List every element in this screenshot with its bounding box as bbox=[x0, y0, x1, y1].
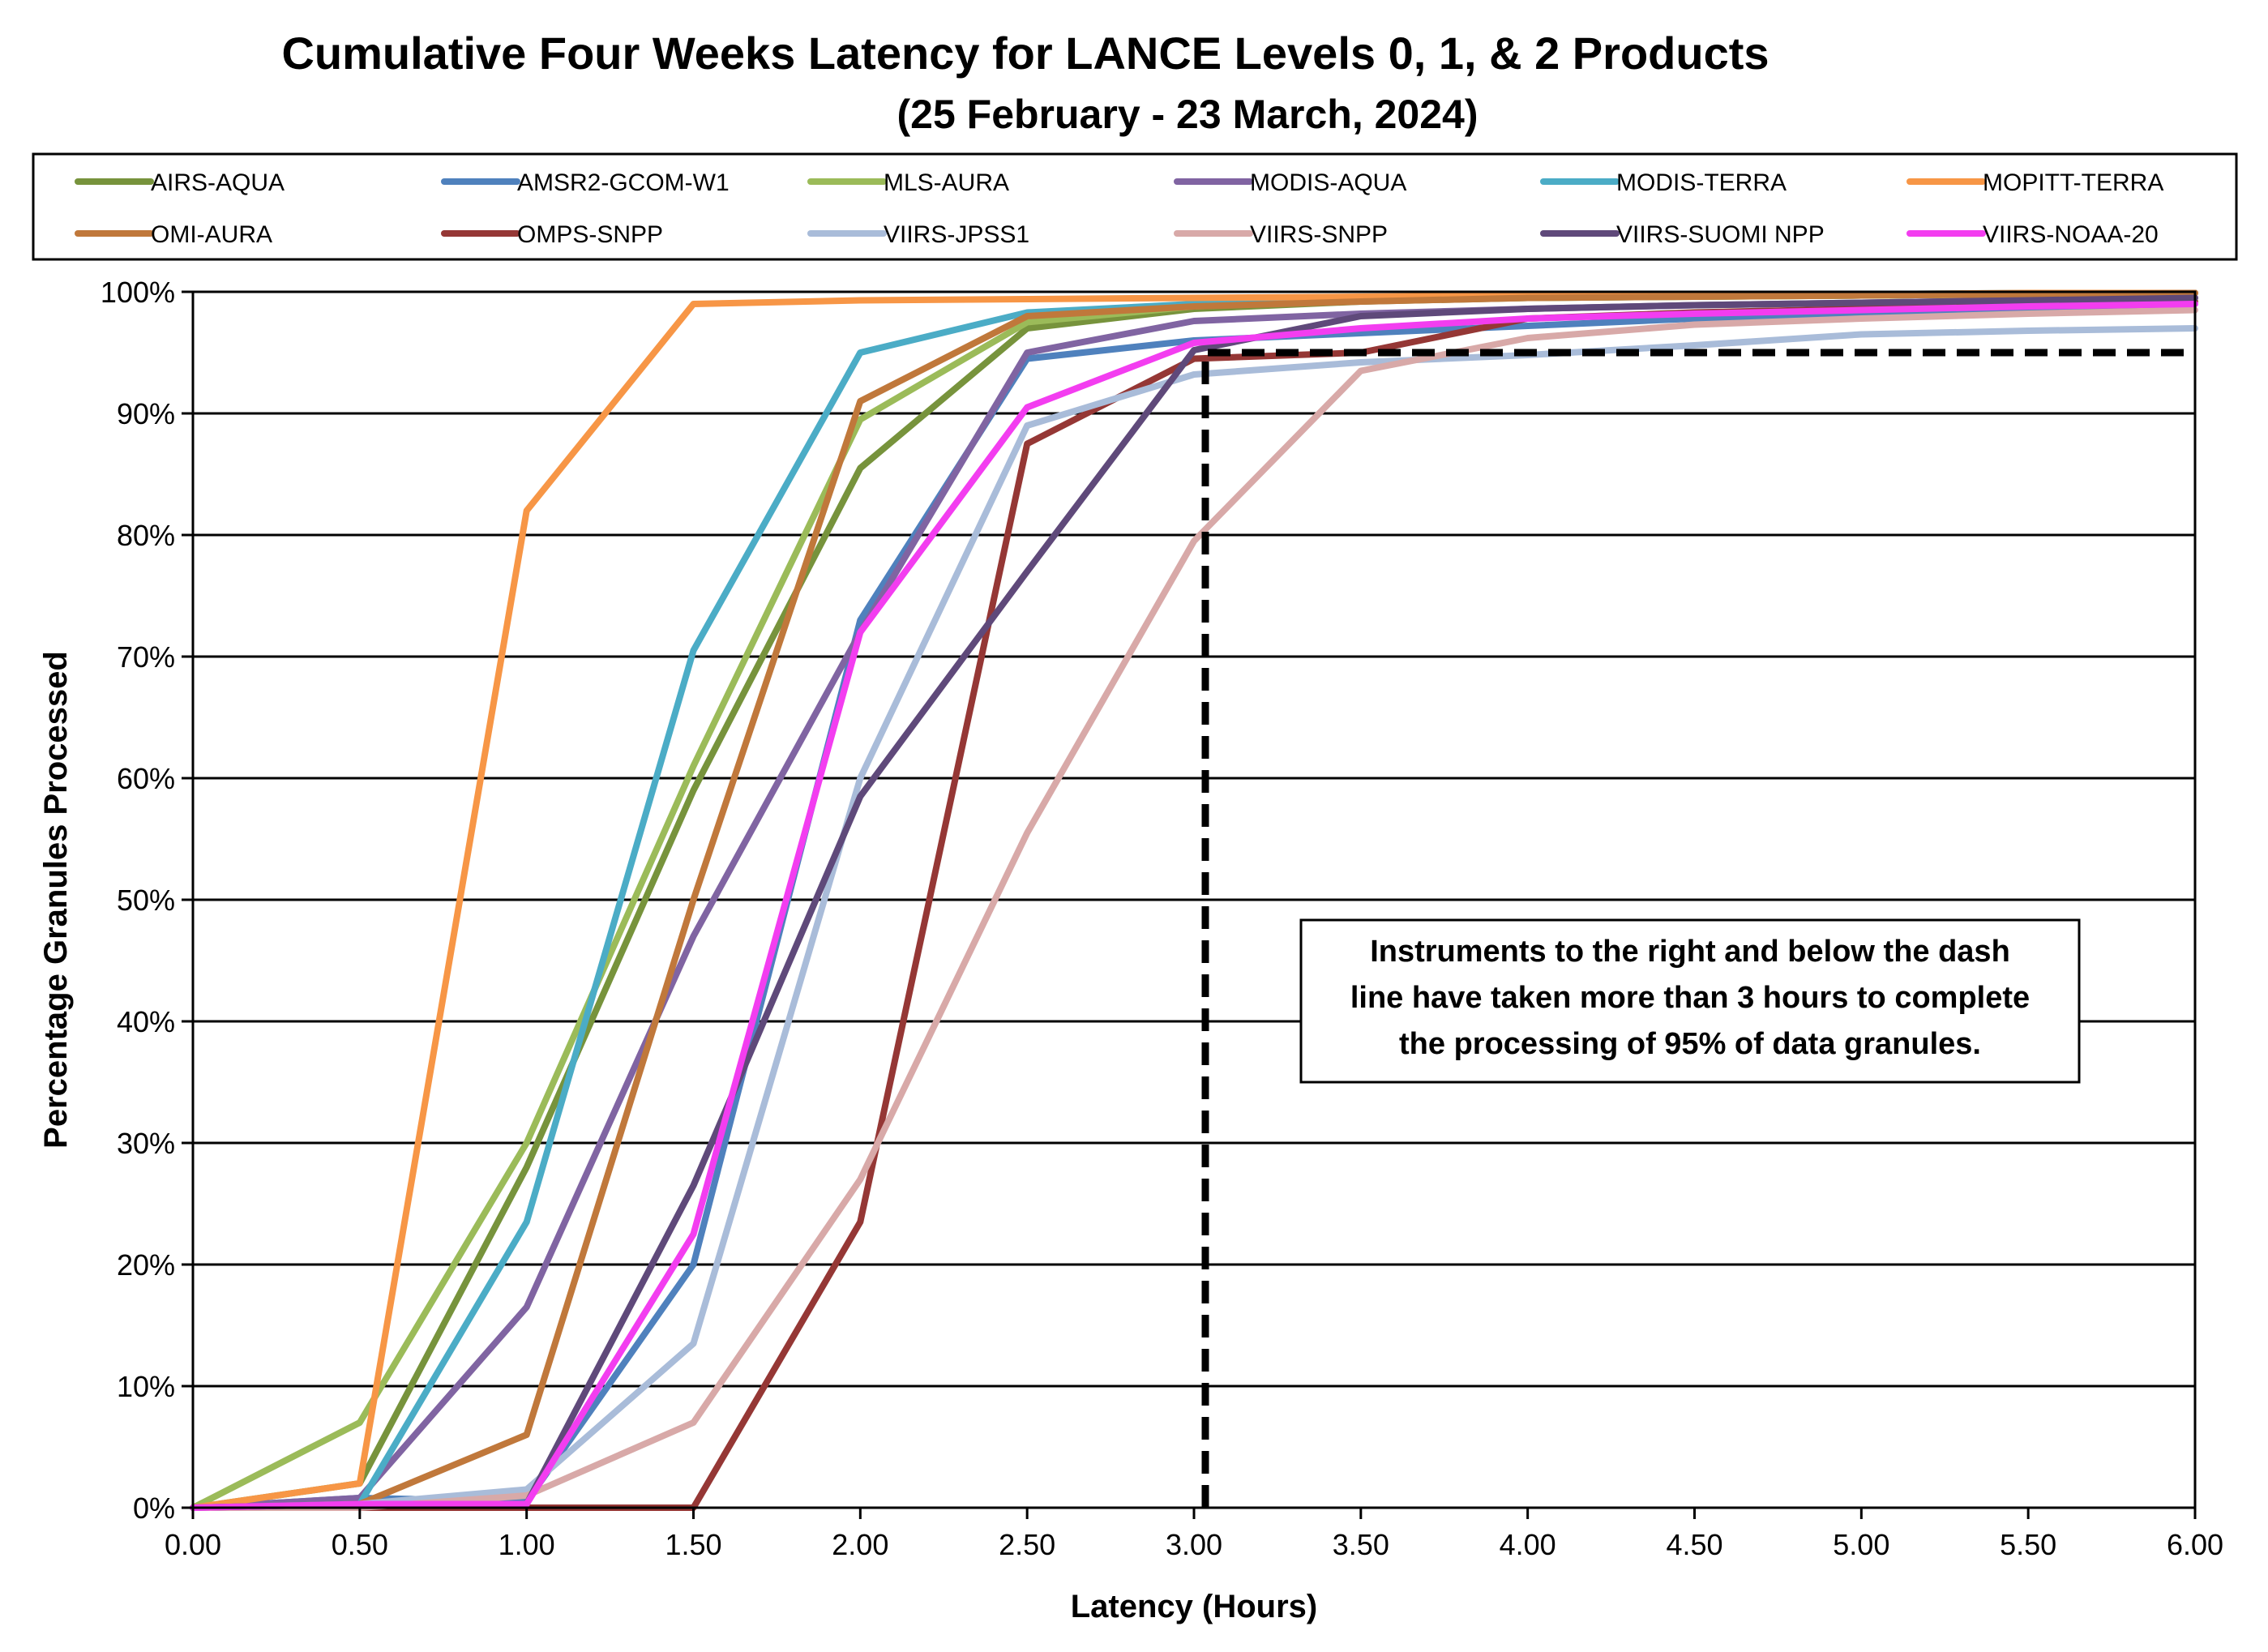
legend-label: VIIRS-SUOMI NPP bbox=[1616, 221, 1825, 248]
chart-subtitle: (25 February - 23 March, 2024) bbox=[897, 92, 1478, 137]
x-tick-label: 5.50 bbox=[2000, 1528, 2056, 1561]
y-tick-label: 10% bbox=[117, 1370, 175, 1403]
legend-label: MODIS-AQUA bbox=[1250, 169, 1406, 196]
legend-label: VIIRS-NOAA-20 bbox=[1983, 221, 2159, 248]
series-line-viirs-noaa-20 bbox=[190, 301, 2198, 1511]
legend-label: MLS-AURA bbox=[884, 169, 1009, 196]
y-tick-label: 50% bbox=[117, 884, 175, 917]
legend-label: OMPS-SNPP bbox=[517, 221, 663, 248]
series-line-omps-snpp bbox=[190, 298, 2198, 1511]
x-tick-label: 5.00 bbox=[1833, 1528, 1889, 1561]
x-tick-label: 6.00 bbox=[2167, 1528, 2223, 1561]
legend-label: VIIRS-SNPP bbox=[1250, 221, 1388, 248]
gridlines bbox=[193, 290, 2195, 1509]
legend-label: AMSR2-GCOM-W1 bbox=[517, 169, 730, 196]
legend-label: MODIS-TERRA bbox=[1616, 169, 1787, 196]
y-tick-label: 80% bbox=[117, 519, 175, 552]
series-line-viirs-snpp bbox=[190, 306, 2198, 1511]
x-tick-label: 0.50 bbox=[332, 1528, 388, 1561]
series-line-amsr2-gcom-w1 bbox=[190, 301, 2198, 1511]
x-tick-label: 3.00 bbox=[1166, 1528, 1222, 1561]
y-tick-label: 0% bbox=[133, 1492, 175, 1525]
x-axis-label: Latency (Hours) bbox=[1071, 1589, 1318, 1624]
x-tick-label: 0.00 bbox=[165, 1528, 221, 1561]
legend-label: MOPITT-TERRA bbox=[1983, 169, 2163, 196]
annotation-box: Instruments to the right and below the d… bbox=[1299, 918, 2081, 1084]
legend-frame bbox=[32, 152, 2238, 261]
series-line-viirs-jpss1 bbox=[190, 325, 2198, 1511]
legend-label: AIRS-AQUA bbox=[151, 169, 285, 196]
x-tick-label: 2.50 bbox=[999, 1528, 1055, 1561]
x-tick-label: 1.00 bbox=[499, 1528, 555, 1561]
y-axis-ticks: 0% 10% 20% 30% 40% 50% 60% 70% 80% 90% 100% bbox=[101, 276, 193, 1525]
legend: AIRS-AQUA AMSR2-GCOM-W1 MLS-AURA MODIS-AQUA… bbox=[32, 152, 2238, 261]
annotation-line-3: the processing of 95% of data granules. bbox=[1399, 1027, 1981, 1061]
legend-label: OMI-AURA bbox=[151, 221, 272, 248]
y-tick-label: 70% bbox=[117, 640, 175, 674]
x-tick-label: 4.00 bbox=[1500, 1528, 1556, 1561]
y-tick-label: 20% bbox=[117, 1248, 175, 1282]
series-line-modis-aqua bbox=[190, 294, 2198, 1511]
threshold-line bbox=[1201, 349, 2195, 1508]
y-axis-label: Percentage Granules Processed bbox=[38, 651, 74, 1149]
series-line-viirs-suomi-npp bbox=[190, 294, 2198, 1511]
legend-label: VIIRS-JPSS1 bbox=[884, 221, 1029, 248]
plot-area bbox=[190, 289, 2198, 1511]
y-tick-label: 60% bbox=[117, 762, 175, 795]
x-tick-label: 2.00 bbox=[832, 1528, 888, 1561]
threshold-dash-line bbox=[1201, 349, 2195, 1508]
series-line-omi-aura bbox=[190, 289, 2198, 1511]
x-tick-label: 1.50 bbox=[665, 1528, 721, 1561]
y-tick-label: 40% bbox=[117, 1005, 175, 1038]
x-tick-label: 4.50 bbox=[1666, 1528, 1722, 1561]
y-tick-label: 30% bbox=[117, 1127, 175, 1160]
annotation-line-2: line have taken more than 3 hours to com… bbox=[1350, 981, 2030, 1015]
annotation-frame bbox=[1299, 918, 2081, 1084]
chart-title: Cumulative Four Weeks Latency for LANCE … bbox=[281, 28, 1769, 79]
y-tick-label: 100% bbox=[101, 276, 175, 309]
x-axis-ticks: 0.00 0.50 1.00 1.50 2.00 2.50 3.00 3.50 4.00 4.50… bbox=[165, 1508, 2223, 1561]
annotation-line-1: Instruments to the right and below the d… bbox=[1370, 935, 2010, 969]
y-tick-label: 90% bbox=[117, 397, 175, 430]
x-tick-label: 3.50 bbox=[1333, 1528, 1389, 1561]
